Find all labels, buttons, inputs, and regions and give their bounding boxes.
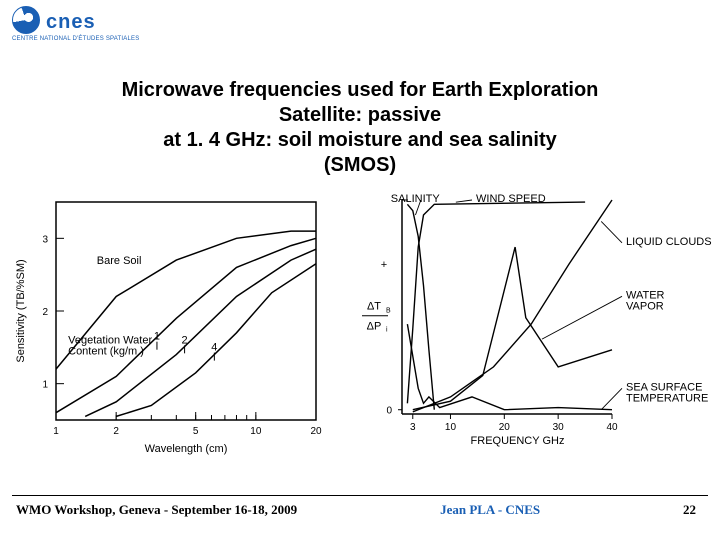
svg-text:3: 3 (42, 234, 48, 245)
charts-row: 1251020123Wavelength (cm)Sensitivity (TB… (8, 192, 712, 462)
svg-text:Content (kg/m ): Content (kg/m ) (68, 346, 144, 358)
svg-text:2: 2 (182, 334, 188, 346)
footer-page: 22 (683, 502, 696, 518)
title-line-4: (SMOS) (0, 153, 720, 178)
slide-title: Microwave frequencies used for Earth Exp… (0, 78, 720, 178)
title-line-3: at 1. 4 GHz: soil moisture and sea salin… (0, 128, 720, 153)
svg-text:WIND SPEED: WIND SPEED (476, 193, 546, 205)
svg-text:B: B (386, 308, 391, 315)
slide-footer: WMO Workshop, Geneva - September 16-18, … (0, 495, 720, 518)
svg-text:FREQUENCY GHz: FREQUENCY GHz (471, 435, 565, 447)
svg-text:ΔT: ΔT (367, 301, 381, 313)
svg-text:+: + (381, 259, 387, 271)
svg-text:20: 20 (499, 422, 511, 433)
left-chart: 1 2 5 10 20 1 2 3 Wavelength (cm) Sensitivity (TB… (8, 192, 344, 462)
logo-subtitle: CENTRE NATIONAL D'ÉTUDES SPATIALES (12, 36, 142, 42)
cnes-logo: cnes CENTRE NATIONAL D'ÉTUDES SPATIALES (12, 6, 142, 42)
svg-text:40: 40 (606, 422, 618, 433)
svg-text:Wavelength (cm): Wavelength (cm) (145, 443, 228, 455)
svg-text:Sensitivity (TB/%SM): Sensitivity (TB/%SM) (15, 259, 27, 362)
svg-text:2: 2 (42, 307, 48, 318)
svg-text:2: 2 (113, 426, 119, 437)
svg-text:4: 4 (211, 342, 217, 354)
svg-text:ΔP: ΔP (367, 321, 382, 333)
svg-text:0: 0 (386, 406, 392, 417)
svg-text:VAPOR: VAPOR (626, 300, 664, 312)
svg-text:5: 5 (193, 426, 199, 437)
footer-left: WMO Workshop, Geneva - September 16-18, … (16, 502, 297, 518)
right-chart: 3 10 20 30 40 FREQUENCY GHz ΔT B ΔP i 0 + SALINITY WI… (352, 192, 712, 462)
footer-center: Jean PLA - CNES (440, 502, 540, 518)
svg-text:SALINITY: SALINITY (391, 193, 441, 205)
logo-text: cnes (46, 11, 96, 34)
title-line-1: Microwave frequencies used for Earth Exp… (0, 78, 720, 103)
svg-text:10: 10 (445, 422, 457, 433)
svg-text:LIQUID CLOUDS: LIQUID CLOUDS (626, 236, 712, 248)
svg-text:3: 3 (410, 422, 416, 433)
svg-text:i: i (386, 327, 388, 334)
svg-text:1: 1 (154, 331, 160, 343)
svg-text:1: 1 (53, 426, 59, 437)
footer-divider (12, 495, 708, 496)
svg-text:10: 10 (250, 426, 262, 437)
title-line-2: Satellite: passive (0, 103, 720, 128)
svg-text:30: 30 (553, 422, 565, 433)
svg-text:Bare Soil: Bare Soil (97, 255, 142, 267)
svg-text:1: 1 (42, 380, 48, 391)
svg-text:20: 20 (310, 426, 322, 437)
logo-swirl-icon (12, 6, 40, 34)
svg-text:TEMPERATURE: TEMPERATURE (626, 392, 708, 404)
